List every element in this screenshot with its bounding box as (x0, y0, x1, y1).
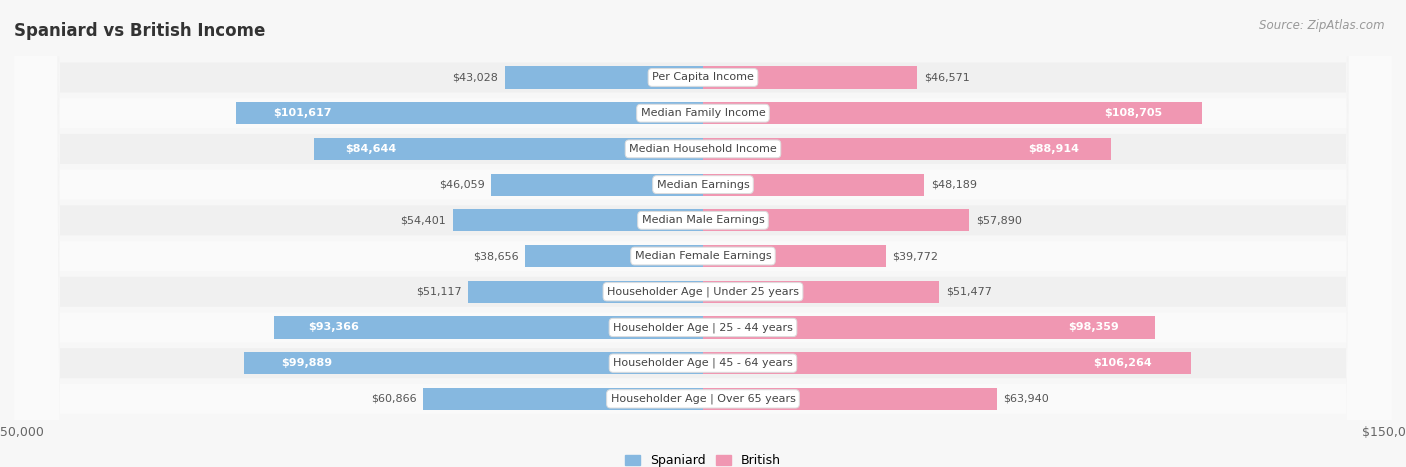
Bar (492, 174, 703, 196)
Bar (423, 388, 703, 410)
Text: $54,401: $54,401 (401, 215, 446, 225)
Text: $51,477: $51,477 (946, 287, 993, 297)
Text: $38,656: $38,656 (472, 251, 519, 261)
Bar (703, 209, 969, 231)
Text: $57,890: $57,890 (976, 215, 1022, 225)
Text: $63,940: $63,940 (1004, 394, 1049, 404)
Text: $101,617: $101,617 (274, 108, 332, 118)
Text: $48,189: $48,189 (931, 180, 977, 190)
Text: Median Family Income: Median Family Income (641, 108, 765, 118)
Text: $43,028: $43,028 (453, 72, 499, 83)
Text: $99,889: $99,889 (281, 358, 332, 368)
FancyBboxPatch shape (14, 0, 1392, 467)
Text: Median Earnings: Median Earnings (657, 180, 749, 190)
Text: Per Capita Income: Per Capita Income (652, 72, 754, 83)
Text: $46,571: $46,571 (924, 72, 970, 83)
Text: Householder Age | 25 - 44 years: Householder Age | 25 - 44 years (613, 322, 793, 333)
Bar (314, 138, 703, 160)
Bar (274, 316, 703, 339)
FancyBboxPatch shape (14, 0, 1392, 467)
Text: Spaniard vs British Income: Spaniard vs British Income (14, 22, 266, 40)
Text: $51,117: $51,117 (416, 287, 461, 297)
Bar (703, 174, 924, 196)
Text: Median Female Earnings: Median Female Earnings (634, 251, 772, 261)
Bar (703, 245, 886, 267)
Text: Median Household Income: Median Household Income (628, 144, 778, 154)
Bar (468, 281, 703, 303)
Bar (245, 352, 703, 374)
Text: Median Male Earnings: Median Male Earnings (641, 215, 765, 225)
Text: Householder Age | Over 65 years: Householder Age | Over 65 years (610, 394, 796, 404)
Text: $88,914: $88,914 (1028, 144, 1078, 154)
Text: $93,366: $93,366 (308, 322, 360, 333)
FancyBboxPatch shape (14, 0, 1392, 467)
Text: $108,705: $108,705 (1104, 108, 1163, 118)
Text: Householder Age | 45 - 64 years: Householder Age | 45 - 64 years (613, 358, 793, 368)
Text: Source: ZipAtlas.com: Source: ZipAtlas.com (1260, 19, 1385, 32)
Text: $46,059: $46,059 (439, 180, 485, 190)
FancyBboxPatch shape (14, 0, 1392, 467)
Legend: Spaniard, British: Spaniard, British (620, 449, 786, 467)
Text: $98,359: $98,359 (1069, 322, 1119, 333)
Bar (236, 102, 703, 124)
FancyBboxPatch shape (14, 0, 1392, 467)
Text: Householder Age | Under 25 years: Householder Age | Under 25 years (607, 286, 799, 297)
Bar (505, 66, 703, 89)
Bar (703, 66, 917, 89)
Text: $106,264: $106,264 (1094, 358, 1152, 368)
Bar (453, 209, 703, 231)
Text: $84,644: $84,644 (346, 144, 396, 154)
Bar (703, 281, 939, 303)
Text: $39,772: $39,772 (893, 251, 939, 261)
Bar (526, 245, 703, 267)
Bar (703, 138, 1111, 160)
FancyBboxPatch shape (14, 0, 1392, 467)
Bar (703, 388, 997, 410)
FancyBboxPatch shape (14, 0, 1392, 467)
Bar (703, 316, 1154, 339)
FancyBboxPatch shape (14, 0, 1392, 467)
Bar (703, 102, 1202, 124)
Bar (703, 352, 1191, 374)
FancyBboxPatch shape (14, 0, 1392, 467)
FancyBboxPatch shape (14, 0, 1392, 467)
Text: $60,866: $60,866 (371, 394, 416, 404)
